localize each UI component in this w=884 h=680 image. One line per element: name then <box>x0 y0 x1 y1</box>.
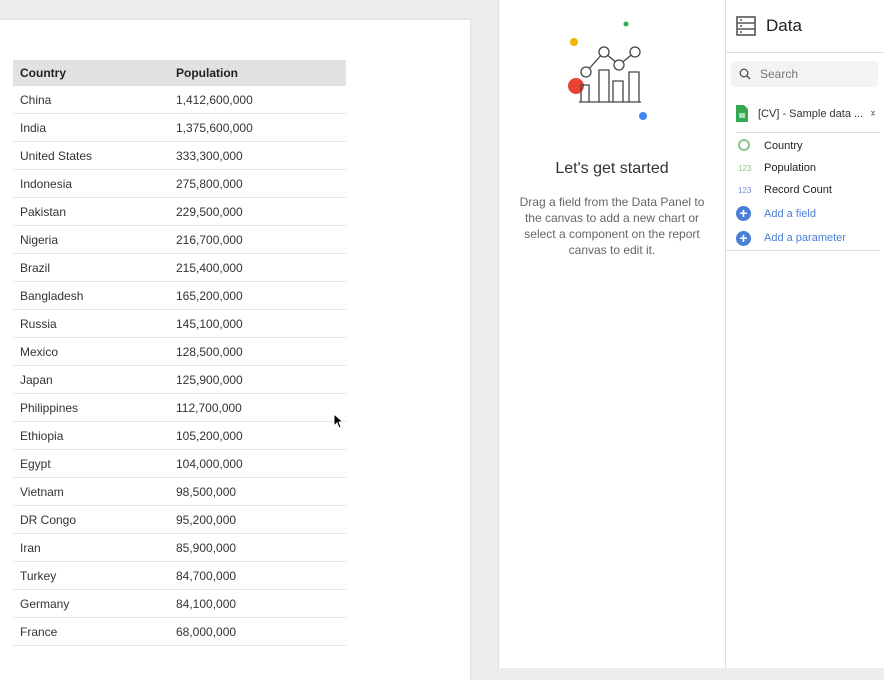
cell-population: 275,800,000 <box>176 176 243 191</box>
table-row: Russia 145,100,000 <box>13 310 346 338</box>
cell-population: 85,900,000 <box>176 540 237 555</box>
cell-country: United States <box>20 148 93 163</box>
cell-population: 165,200,000 <box>176 288 243 303</box>
cell-country: Philippines <box>20 400 79 415</box>
mouse-cursor-icon <box>333 413 345 429</box>
plus-icon: + <box>736 206 751 221</box>
sheets-icon <box>736 105 748 122</box>
cell-country: DR Congo <box>20 512 77 527</box>
field-item[interactable]: 123 Record Count <box>726 179 884 201</box>
table-row: Pakistan 229,500,000 <box>13 198 346 226</box>
table-row: Mexico 128,500,000 <box>13 338 346 366</box>
cell-population: 84,100,000 <box>176 596 237 611</box>
table-row: Egypt 104,000,000 <box>13 450 346 478</box>
table-row: Bangladesh 165,200,000 <box>13 282 346 310</box>
number-icon: 123 <box>738 185 752 195</box>
cell-population: 112,700,000 <box>176 400 242 415</box>
table-row: Ethiopia 105,200,000 <box>13 422 346 450</box>
cell-country: Japan <box>20 372 53 387</box>
cell-population: 95,200,000 <box>176 512 237 527</box>
cell-population: 216,700,000 <box>176 232 243 247</box>
cell-country: Mexico <box>20 344 59 359</box>
header-country[interactable]: Country <box>20 66 66 80</box>
header-population[interactable]: Population <box>176 66 238 80</box>
cell-population: 1,375,600,000 <box>176 120 253 135</box>
cell-country: Germany <box>20 596 70 611</box>
cell-population: 229,500,000 <box>176 204 243 219</box>
cell-country: Indonesia <box>20 176 73 191</box>
cell-country: France <box>20 624 58 639</box>
cell-country: Iran <box>20 540 41 555</box>
field-name: Record Count <box>764 184 832 196</box>
search-icon <box>739 68 751 80</box>
field-name: Population <box>764 162 816 174</box>
cell-country: Turkey <box>20 568 57 583</box>
cell-population: 68,000,000 <box>176 624 237 639</box>
cell-country: Brazil <box>20 260 51 275</box>
cell-country: India <box>20 120 47 135</box>
table-row: Brazil 215,400,000 <box>13 254 346 282</box>
cell-country: Pakistan <box>20 204 67 219</box>
plus-icon: + <box>736 230 751 246</box>
cell-country: Egypt <box>20 456 51 471</box>
cell-population: 1,412,600,000 <box>176 92 253 107</box>
table-row: India 1,375,600,000 <box>13 114 346 142</box>
add-parameter-button[interactable]: + Add a parameter <box>726 226 880 251</box>
table-chart[interactable]: Country Population China 1,412,600,000 Ind… <box>13 60 346 646</box>
cell-population: 145,100,000 <box>176 316 243 331</box>
cell-population: 333,300,000 <box>176 148 243 163</box>
table-row: Japan 125,900,000 <box>13 366 346 394</box>
table-row: China 1,412,600,000 <box>13 86 346 114</box>
cell-population: 105,200,000 <box>176 428 243 443</box>
number-icon: 123 <box>738 163 752 173</box>
field-search-input[interactable]: Search <box>731 61 878 87</box>
cell-country: Bangladesh <box>20 288 84 303</box>
search-placeholder: Search <box>760 67 799 81</box>
data-panel-icon <box>736 16 756 36</box>
add-parameter-label: Add a parameter <box>764 232 846 244</box>
data-panel-title: Data <box>766 16 802 35</box>
table-row: United States 333,300,000 <box>13 142 346 170</box>
table-row: Vietnam 98,500,000 <box>13 478 346 506</box>
data-source-name: [CV] - Sample data ... <box>758 107 864 120</box>
table-row: Indonesia 275,800,000 <box>13 170 346 198</box>
table-header: Country Population <box>13 60 346 86</box>
table-row: France 68,000,000 <box>13 618 346 646</box>
field-name: Country <box>764 140 803 152</box>
data-source-selector[interactable]: [CV] - Sample data ... ⌄ ⌃ <box>736 95 880 133</box>
table-row: Iran 85,900,000 <box>13 534 346 562</box>
cell-country: Nigeria <box>20 232 59 247</box>
get-started-description: Drag a field from the Data Panel to the … <box>519 195 705 257</box>
cell-population: 104,000,000 <box>176 456 243 471</box>
globe-icon <box>738 139 764 153</box>
field-item[interactable]: 123 Population <box>726 157 884 179</box>
report-canvas[interactable]: Country Population China 1,412,600,000 Ind… <box>0 20 470 680</box>
cell-population: 98,500,000 <box>176 484 237 499</box>
data-panel: Data Search [CV] - Sample data ... ⌄ ⌃ Co… <box>726 0 884 668</box>
cell-population: 215,400,000 <box>176 260 243 275</box>
table-row: Philippines 112,700,000 <box>13 394 346 422</box>
cell-population: 128,500,000 <box>176 344 243 359</box>
table-row: Nigeria 216,700,000 <box>13 226 346 254</box>
add-field-button[interactable]: + Add a field <box>726 201 884 226</box>
field-item[interactable]: Country <box>726 135 884 157</box>
table-row: DR Congo 95,200,000 <box>13 506 346 534</box>
get-started-title: Let's get started <box>555 160 669 177</box>
cell-country: China <box>20 92 52 107</box>
add-field-label: Add a field <box>764 207 816 220</box>
table-row: Turkey 84,700,000 <box>13 562 346 590</box>
get-started-panel: Let's get started Drag a field from the … <box>498 0 726 668</box>
cell-country: Vietnam <box>20 484 64 499</box>
expand-collapse-icon[interactable]: ⌄ ⌃ <box>869 104 877 122</box>
cell-population: 84,700,000 <box>176 568 237 583</box>
cell-population: 125,900,000 <box>176 372 243 387</box>
cell-country: Russia <box>20 316 57 331</box>
table-row: Germany 84,100,000 <box>13 590 346 618</box>
cell-country: Ethiopia <box>20 428 64 443</box>
chart-illustration-icon <box>568 21 647 120</box>
